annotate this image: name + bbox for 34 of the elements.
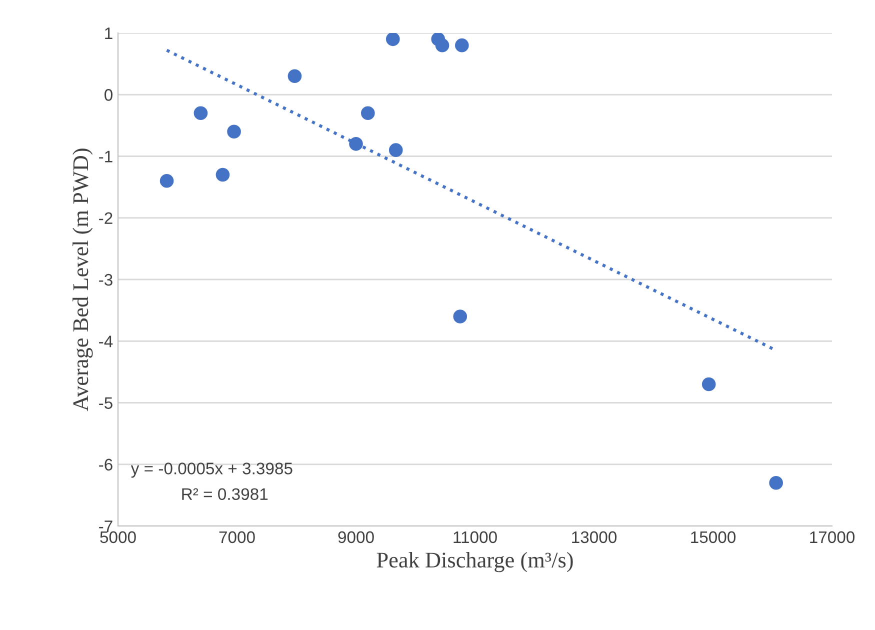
y-tick-label: -1 [99,150,112,162]
y-tick-label: -5 [99,397,112,409]
x-tick-label: 13000 [572,531,617,544]
x-tick-label: 17000 [810,531,855,544]
y-tick-label: -2 [99,212,112,224]
annotation: y = -0.0005x + 3.3985 [130,462,292,478]
x-axis-title: Peak Discharge (m³/s) [376,552,573,572]
point [349,137,363,151]
point [388,143,403,157]
point [453,310,468,324]
point [194,106,208,120]
y-axis-title: Average Bed Level (m PWD) [72,148,93,412]
y-tick-label: 1 [105,28,112,40]
point [288,69,302,84]
point [227,124,241,139]
point [160,174,174,188]
point [360,106,375,120]
y-tick-label: -6 [99,458,112,471]
x-tick-label: 7000 [219,531,255,544]
y-tick-label: 0 [104,89,112,101]
point [769,476,783,490]
point [702,377,716,392]
point [455,38,469,52]
x-tick-label: 5000 [100,531,136,544]
point [435,38,450,52]
point [216,168,230,182]
y-tick-label: -4 [99,336,113,348]
annotation: R² = 0.3981 [182,488,268,500]
x-tick-label: 9000 [338,531,374,544]
y-tick-label: -7 [99,520,112,532]
x-tick-label: 15000 [691,531,736,544]
point [386,33,400,46]
y-tick-label: -3 [99,274,112,286]
x-tick-label: 11000 [454,531,497,544]
